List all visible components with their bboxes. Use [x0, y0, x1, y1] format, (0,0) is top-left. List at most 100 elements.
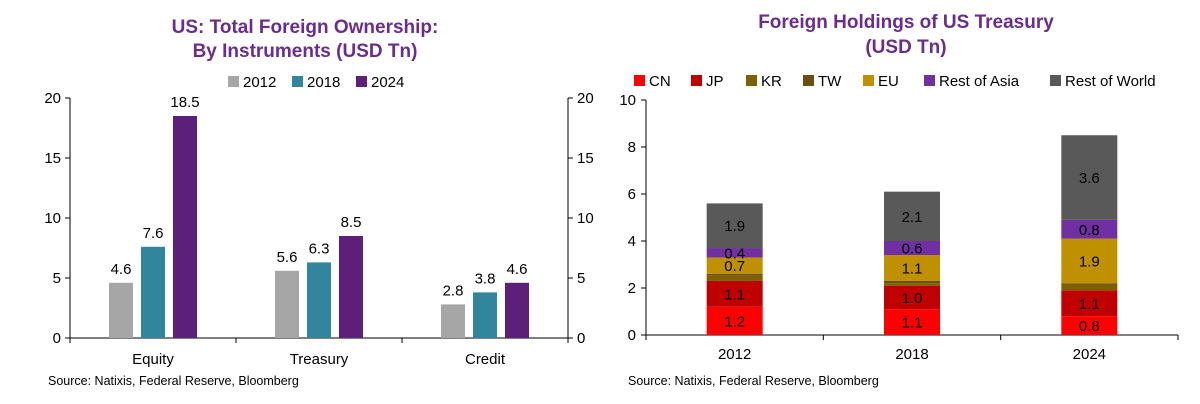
x-category-label: 2024	[1073, 346, 1106, 363]
segment-tw-2018	[884, 280, 940, 284]
segment-label: 0.7	[724, 258, 745, 275]
segment-label: 1.1	[902, 315, 923, 332]
legend-label: 2024	[371, 74, 404, 91]
legend-swatch-2018	[292, 76, 303, 87]
y-tick-label-right: 5	[577, 270, 585, 287]
segment-label: 0.8	[1079, 222, 1100, 239]
data-label: 4.6	[111, 261, 132, 278]
y-tick-label-right: 15	[577, 150, 594, 167]
y-tick-label-right: 20	[577, 90, 594, 107]
segment-cn-2024	[1061, 316, 1118, 335]
segment-tw-2024	[1061, 283, 1118, 285]
y-tick-label-left: 0	[53, 330, 61, 347]
legend-swatch-rest-of-world	[1050, 75, 1061, 86]
bar-2024-equity	[173, 116, 197, 338]
segment-cn-2018	[884, 309, 940, 335]
legend-swatch-rest-of-asia	[924, 75, 935, 86]
legend-label: TW	[818, 73, 842, 90]
segment-kr-2024	[1061, 284, 1118, 291]
data-label: 6.3	[309, 240, 330, 257]
legend-label: CN	[649, 73, 671, 90]
left-chart-plot: 0 0 5 5 10 10 15 15 20 20 Equity 4.6 7.6 18.5 Treasury…	[44, 74, 593, 368]
right-chart-subtitle: (USD Tn)	[865, 37, 946, 58]
segment-eu-2024	[1061, 238, 1118, 284]
y-tick-label: 8	[628, 139, 636, 156]
segment-label: 1.9	[724, 218, 745, 235]
segment-label: 1.1	[902, 261, 923, 278]
segment-eu-2012	[706, 257, 763, 274]
right-chart-title: Foreign Holdings of US Treasury	[758, 12, 1054, 33]
left-chart-title: US: Total Foreign Ownership:	[172, 17, 439, 38]
data-label: 2.8	[443, 282, 464, 299]
y-tick-label: 6	[628, 186, 636, 203]
legend-swatch-2012	[228, 76, 239, 87]
segment-jp-2012	[706, 280, 763, 307]
left-chart-source: Source: Natixis, Federal Reserve, Bloomb…	[48, 374, 299, 388]
right-chart-plot: 0 2 4 6 8 10 2012 1.2 1.1 0.70.4 1.9 2018 1.1 1.0 1.1 0…	[619, 73, 1179, 363]
y-tick-label: 0	[628, 327, 636, 344]
bar-2024-treasury	[339, 236, 363, 338]
legend-swatch-eu	[863, 75, 874, 86]
segment-rest-of-world-2024	[1061, 135, 1118, 220]
segment-label: 1.2	[724, 313, 745, 330]
legend-label: KR	[761, 73, 782, 90]
legend-swatch-tw	[803, 75, 814, 86]
segment-cn-2012	[706, 306, 763, 335]
legend-swatch-kr	[746, 75, 757, 86]
y-tick-label-left: 20	[44, 90, 61, 107]
segment-rest-of-world-2012	[706, 203, 763, 249]
bar-2018-equity	[141, 246, 165, 338]
y-tick-label-left: 5	[53, 270, 61, 287]
segment-jp-2018	[884, 285, 940, 310]
bar-2012-credit	[441, 304, 465, 338]
data-label: 7.6	[143, 225, 164, 242]
legend-label: EU	[878, 73, 899, 90]
y-tick-label-right: 10	[577, 210, 594, 227]
data-label: 8.5	[341, 214, 362, 231]
y-tick-label-right: 0	[577, 330, 585, 347]
segment-label: 2.1	[902, 209, 923, 226]
y-tick-label: 2	[628, 280, 636, 297]
left-chart-subtitle: By Instruments (USD Tn)	[193, 41, 418, 62]
y-tick-label-left: 15	[44, 150, 61, 167]
bar-2012-treasury	[275, 270, 299, 338]
y-tick-label: 4	[628, 233, 636, 250]
x-category-label: Treasury	[290, 351, 349, 368]
y-tick-label: 10	[619, 92, 636, 109]
segment-rest-of-asia-2024	[1061, 219, 1118, 239]
legend-swatch-jp	[691, 75, 702, 86]
legend-label: JP	[706, 73, 724, 90]
x-category-label: Equity	[132, 351, 174, 368]
bar-2012-equity	[109, 282, 133, 338]
legend-label: 2018	[307, 74, 340, 91]
data-label: 5.6	[277, 249, 298, 266]
segment-eu-2018	[884, 255, 940, 281]
segment-rest-of-asia-2012	[706, 248, 763, 258]
segment-kr-2018	[884, 283, 940, 286]
segment-label: 0.6	[902, 241, 923, 258]
segment-label: 1.1	[724, 286, 745, 303]
segment-label: 0.4	[724, 245, 745, 262]
segment-label: 1.1	[1079, 296, 1100, 313]
right-chart-source: Source: Natixis, Federal Reserve, Bloomb…	[628, 374, 879, 388]
data-label: 18.5	[170, 94, 199, 111]
data-label: 4.6	[507, 261, 528, 278]
x-category-label: Credit	[465, 351, 506, 368]
data-label: 3.8	[475, 270, 496, 287]
bar-2018-credit	[473, 292, 497, 338]
segment-tw-2012	[706, 273, 763, 276]
legend-label: Rest of Asia	[939, 73, 1020, 90]
legend-label: Rest of World	[1065, 73, 1156, 90]
segment-label: 1.0	[902, 290, 923, 307]
segment-rest-of-asia-2018	[884, 241, 940, 256]
bar-2018-treasury	[307, 262, 331, 338]
legend-label: 2012	[243, 74, 276, 91]
legend-swatch-2024	[356, 76, 367, 87]
x-category-label: 2018	[895, 346, 928, 363]
legend-swatch-cn	[634, 75, 645, 86]
segment-label: 0.8	[1079, 318, 1100, 335]
segment-kr-2012	[706, 275, 763, 281]
segment-rest-of-world-2018	[884, 191, 940, 241]
segment-label: 1.9	[1079, 253, 1100, 270]
